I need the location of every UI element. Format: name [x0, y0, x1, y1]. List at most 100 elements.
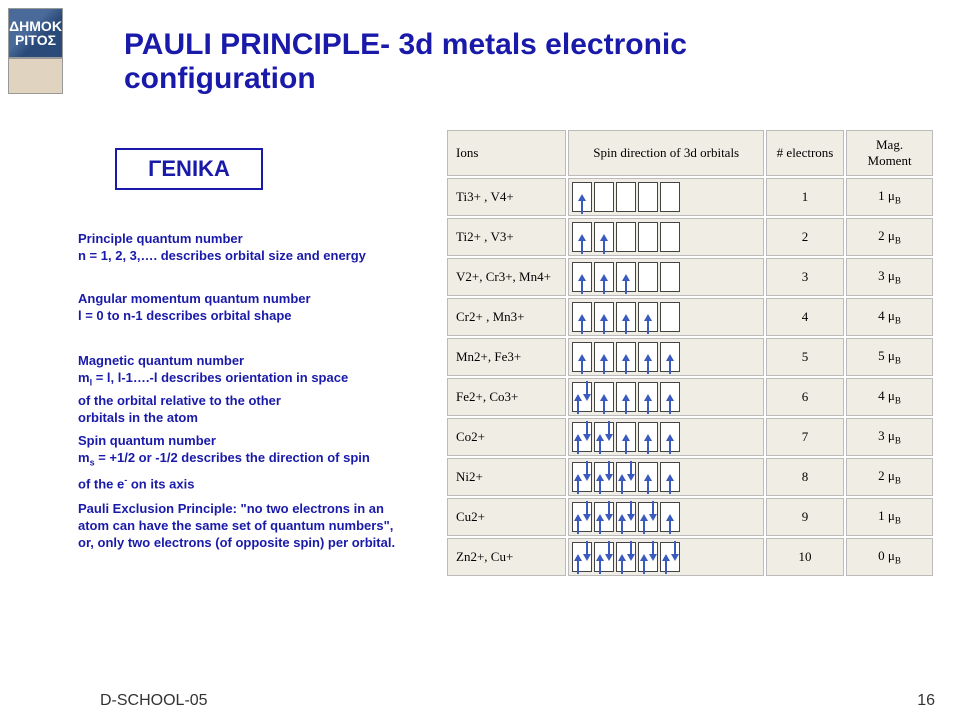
cell-moment: 2 μB [846, 218, 933, 256]
spin-up-icon [622, 394, 630, 401]
spin-up-icon [578, 314, 586, 321]
cell-electrons: 2 [766, 218, 844, 256]
text-line: ml = l, l-1….-l describes orientation in… [78, 369, 418, 392]
orbital-box [660, 542, 680, 572]
page-number: 16 [917, 692, 935, 710]
spin-up-icon [622, 354, 630, 361]
text-line: atom can have the same set of quantum nu… [78, 517, 418, 534]
text-line: n = 1, 2, 3,…. describes orbital size an… [78, 247, 418, 264]
orbital-box [638, 382, 658, 412]
table-row: Fe2+, Co3+64 μB [447, 378, 933, 416]
spin-up-icon [578, 274, 586, 281]
orbital-box [638, 262, 658, 292]
orbital-box [594, 302, 614, 332]
orbital-box [616, 502, 636, 532]
cell-ion: Ti3+ , V4+ [447, 178, 566, 216]
spin-up-icon [574, 474, 582, 481]
cell-ion: Cr2+ , Mn3+ [447, 298, 566, 336]
spin-up-icon [662, 554, 670, 561]
spin-up-icon [578, 354, 586, 361]
spin-up-icon [666, 434, 674, 441]
spin-down-icon [583, 554, 591, 561]
orbital-box [616, 422, 636, 452]
spin-up-icon [666, 514, 674, 521]
text-line: ms = +1/2 or -1/2 describes the directio… [78, 449, 418, 472]
cell-orbitals [568, 458, 763, 496]
spin-up-icon [596, 554, 604, 561]
cell-moment: 4 μB [846, 378, 933, 416]
orbital-box [572, 342, 592, 372]
orbital-box [616, 542, 636, 572]
cell-moment: 2 μB [846, 458, 933, 496]
cell-electrons: 4 [766, 298, 844, 336]
table-row: Ni2+ 82 μB [447, 458, 933, 496]
spin-up-icon [600, 354, 608, 361]
orbital-box [638, 462, 658, 492]
spin-down-icon [583, 394, 591, 401]
cell-moment: 3 μB [846, 258, 933, 296]
table-row: Cu2+ 91 μB [447, 498, 933, 536]
table-row: Cr2+ , Mn3+ 44 μB [447, 298, 933, 336]
logo-text: ΔΗΜΟΚΡΙΤΟΣ [8, 8, 63, 58]
cell-orbitals [568, 218, 763, 256]
spin-down-icon [583, 514, 591, 521]
spin-up-icon [618, 514, 626, 521]
orbitals-table: Ions Spin direction of 3d orbitals # ele… [445, 128, 935, 578]
spin-down-icon [627, 474, 635, 481]
spin-up-icon [644, 474, 652, 481]
col-spin: Spin direction of 3d orbitals [568, 130, 763, 176]
orbital-box [572, 502, 592, 532]
orbital-box [638, 502, 658, 532]
spin-down-icon [605, 514, 613, 521]
text-line: Magnetic quantum number [78, 352, 418, 369]
orbital-box [594, 502, 614, 532]
orbital-box [594, 342, 614, 372]
table-row: Ti2+ , V3+22 μB [447, 218, 933, 256]
cell-ion: Mn2+, Fe3+ [447, 338, 566, 376]
cell-electrons: 3 [766, 258, 844, 296]
orbital-box [616, 262, 636, 292]
cell-moment: 1 μB [846, 498, 933, 536]
orbital-box [660, 222, 680, 252]
spin-down-icon [649, 514, 657, 521]
cell-ion: Cu2+ [447, 498, 566, 536]
spin-down-icon [583, 474, 591, 481]
spin-up-icon [618, 554, 626, 561]
block-angular-qn: Angular momentum quantum number l = 0 to… [78, 290, 418, 324]
orbital-box [572, 302, 592, 332]
cell-orbitals [568, 418, 763, 456]
cell-electrons: 8 [766, 458, 844, 496]
table-row: Mn2+, Fe3+55 μB [447, 338, 933, 376]
table-body: Ti3+ , V4+11 μBTi2+ , V3+22 μBV2+, Cr3+,… [447, 178, 933, 576]
spin-up-icon [578, 194, 586, 201]
cell-orbitals [568, 298, 763, 336]
cell-electrons: 6 [766, 378, 844, 416]
text-line: orbitals in the atom [78, 409, 418, 426]
spin-up-icon [600, 394, 608, 401]
block-pauli-principle: Pauli Exclusion Principle: "no two elect… [78, 500, 418, 551]
orbital-box [594, 262, 614, 292]
cell-electrons: 9 [766, 498, 844, 536]
spin-down-icon [605, 474, 613, 481]
orbital-box [660, 182, 680, 212]
spin-up-icon [666, 474, 674, 481]
orbital-box [594, 182, 614, 212]
orbital-box [660, 302, 680, 332]
cell-orbitals [568, 378, 763, 416]
spin-up-icon [644, 434, 652, 441]
footer-left: D-SCHOOL-05 [100, 692, 208, 710]
orbital-box [660, 382, 680, 412]
orbital-box [616, 462, 636, 492]
cell-moment: 4 μB [846, 298, 933, 336]
cell-electrons: 7 [766, 418, 844, 456]
cell-ion: Ni2+ [447, 458, 566, 496]
spin-up-icon [596, 474, 604, 481]
orbital-box [616, 382, 636, 412]
cell-orbitals [568, 178, 763, 216]
orbital-box [638, 302, 658, 332]
table-row: Co2+73 μB [447, 418, 933, 456]
spin-up-icon [574, 434, 582, 441]
spin-down-icon [605, 434, 613, 441]
spin-up-icon [578, 234, 586, 241]
spin-up-icon [574, 514, 582, 521]
